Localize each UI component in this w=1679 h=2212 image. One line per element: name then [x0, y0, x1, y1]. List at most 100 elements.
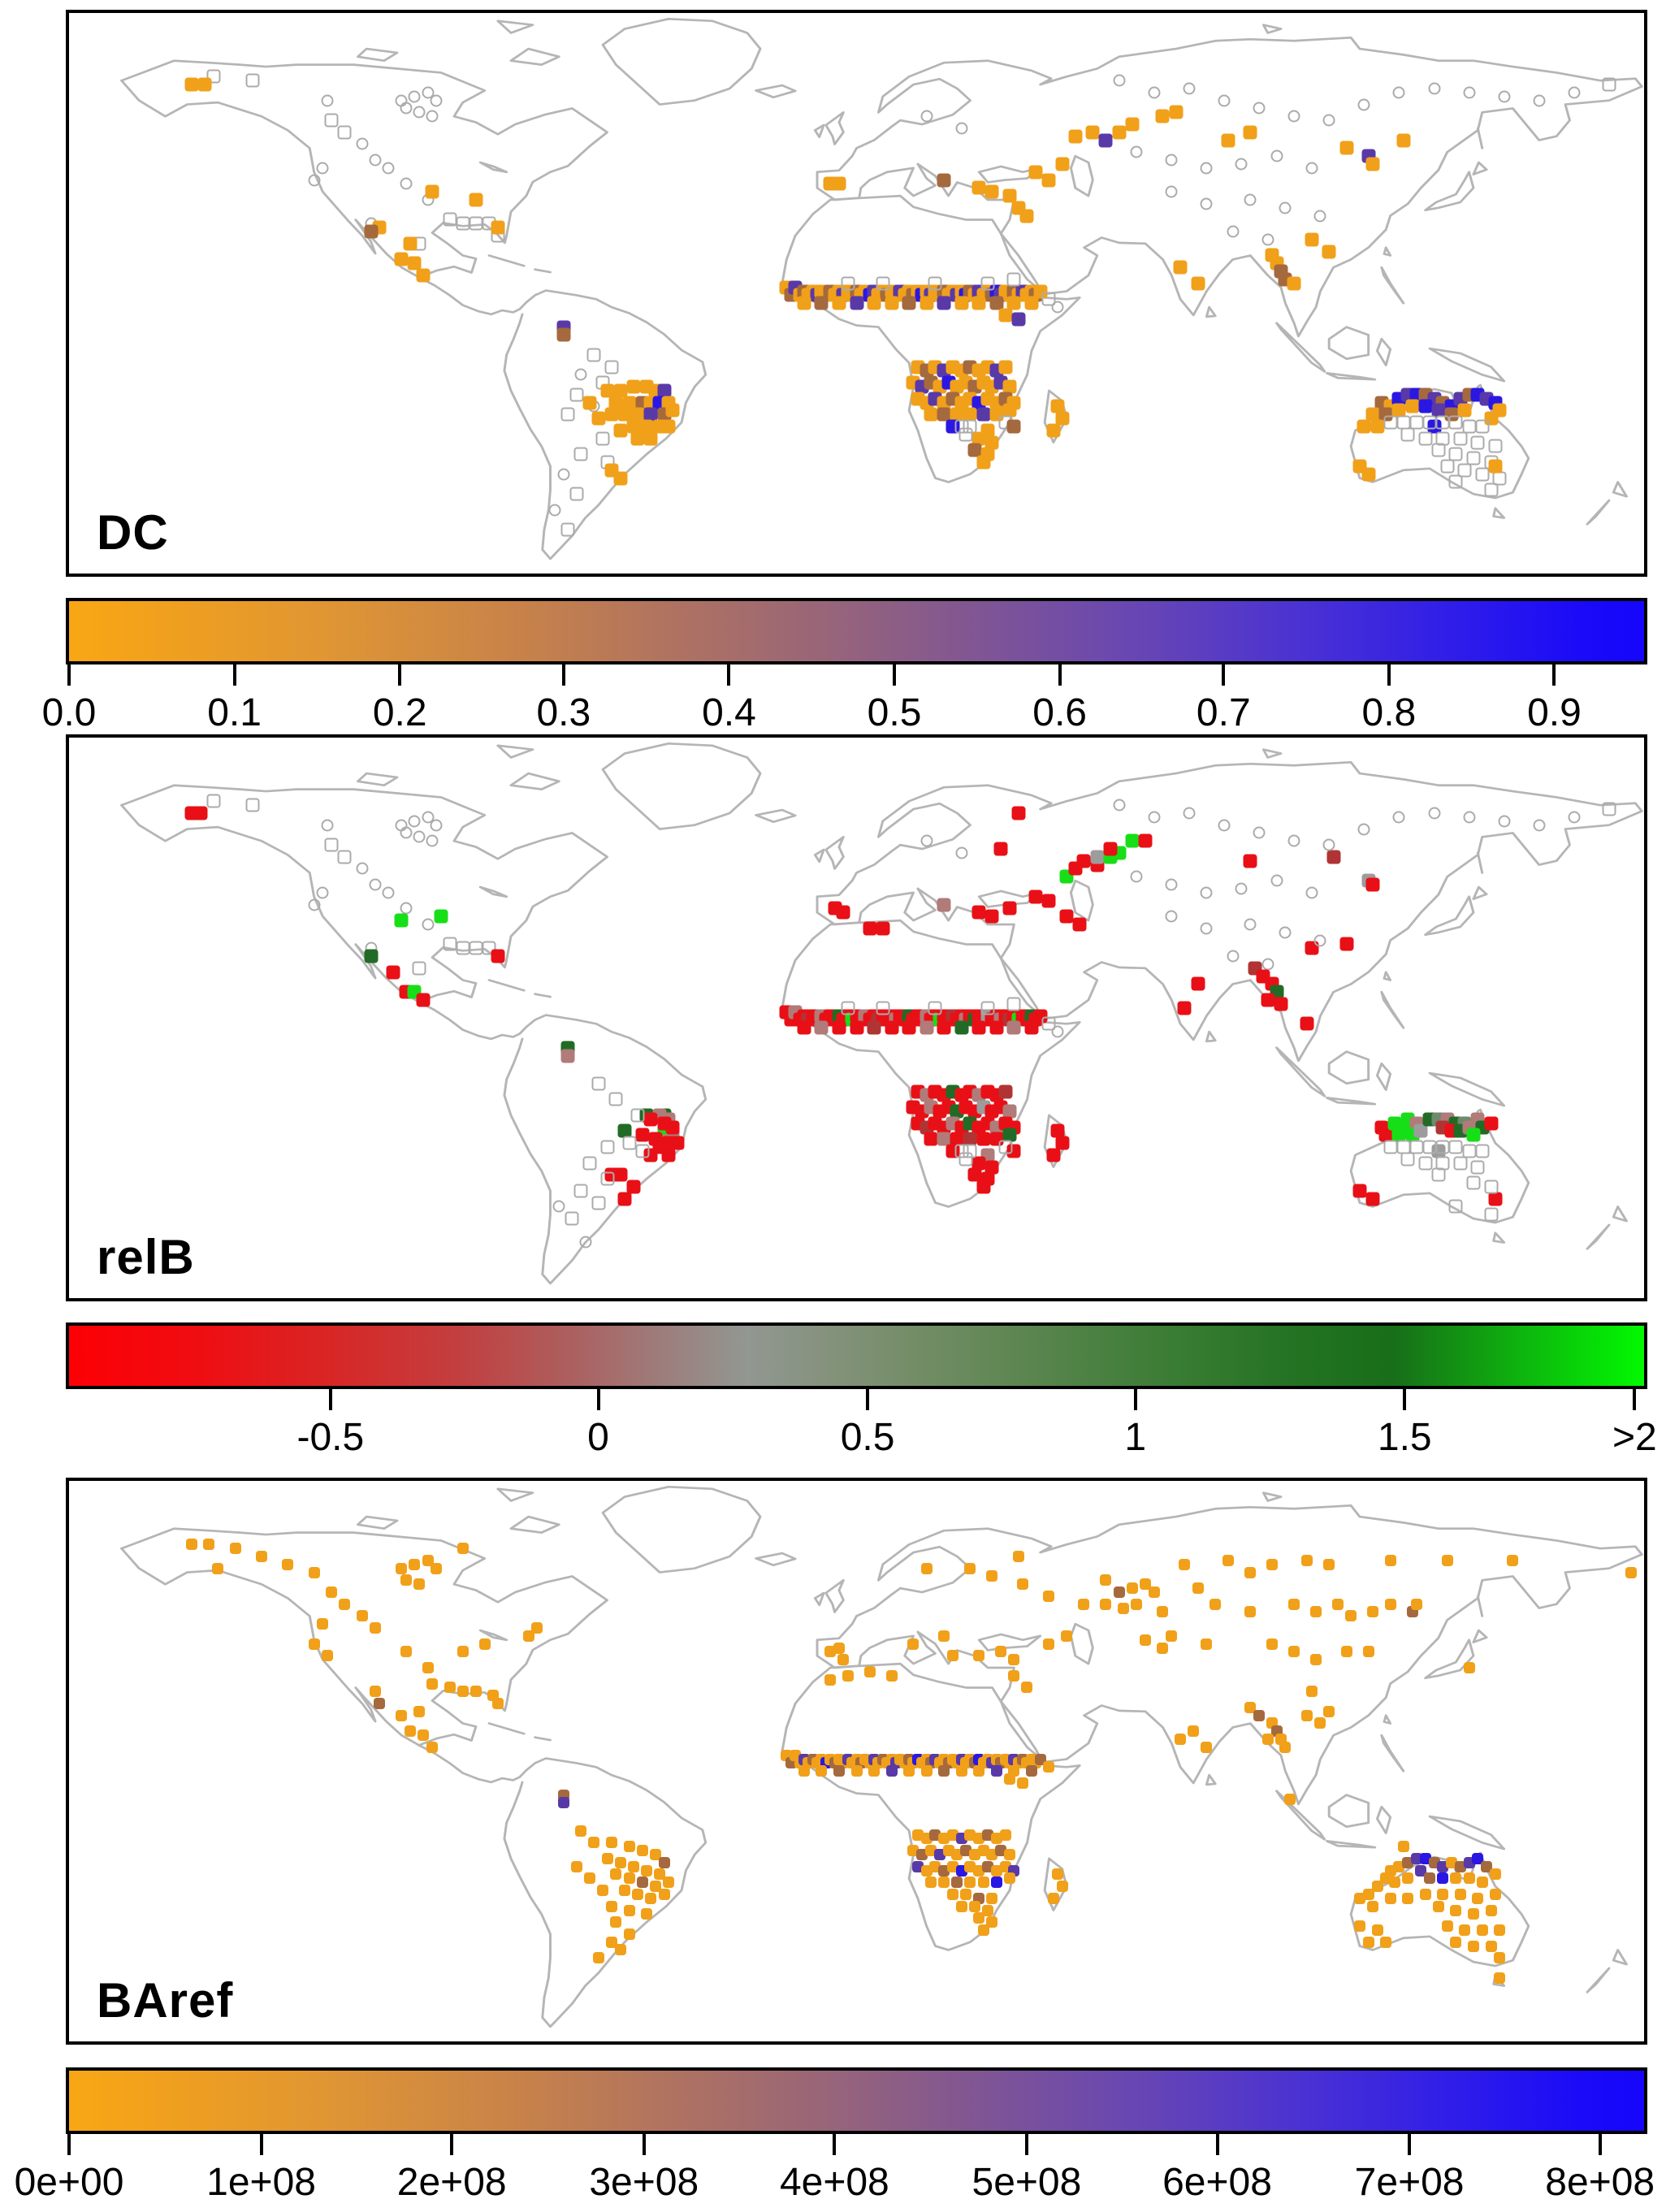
data-point — [1371, 1924, 1383, 1936]
data-point — [1462, 419, 1477, 434]
data-point — [950, 1132, 964, 1146]
data-point — [1466, 1175, 1481, 1190]
data-point — [657, 383, 672, 398]
data-point — [630, 1108, 645, 1123]
data-point — [1283, 1793, 1296, 1805]
data-point — [1568, 811, 1581, 824]
data-point — [1060, 1630, 1072, 1642]
data-point — [968, 1900, 980, 1912]
data-point — [1463, 1856, 1475, 1868]
data-point — [622, 396, 636, 410]
colorbar-tick — [1387, 661, 1391, 686]
data-point — [1402, 1856, 1414, 1868]
data-point — [1484, 1207, 1499, 1222]
data-point — [426, 1741, 439, 1753]
data-point — [959, 427, 973, 442]
data-point — [582, 396, 597, 410]
data-point — [982, 1829, 994, 1841]
data-point — [1100, 1574, 1112, 1586]
data-point — [1353, 1892, 1365, 1904]
colorbar-tick-label: 2e+08 — [396, 2161, 507, 2204]
data-point — [1008, 1654, 1020, 1666]
data-point — [412, 961, 426, 976]
data-point — [1367, 1606, 1379, 1618]
data-point — [797, 296, 811, 310]
data-point — [1428, 807, 1441, 820]
colorbar-tick — [1552, 661, 1556, 686]
data-point — [203, 1539, 215, 1551]
data-point — [1222, 1554, 1235, 1566]
data-point — [1396, 133, 1411, 148]
data-point — [1365, 877, 1380, 892]
data-point — [1384, 1598, 1396, 1610]
data-point — [833, 1765, 845, 1777]
data-point — [324, 113, 339, 128]
colorbar-tick — [833, 2131, 837, 2155]
colorbar-tick — [67, 2131, 71, 2155]
data-point — [608, 1092, 623, 1106]
data-point — [641, 1864, 653, 1877]
data-point — [973, 1833, 985, 1845]
data-point — [1261, 1734, 1274, 1746]
data-point — [321, 1650, 333, 1662]
data-point — [565, 1211, 579, 1226]
data-point — [408, 815, 421, 828]
data-point — [1041, 894, 1056, 908]
data-point — [369, 1686, 381, 1698]
data-point — [443, 212, 457, 227]
data-point — [998, 1140, 1013, 1154]
data-point — [184, 77, 199, 92]
data-point — [964, 1860, 976, 1872]
data-point — [1266, 1558, 1279, 1570]
data-point — [1126, 1582, 1138, 1595]
data-point — [582, 1156, 597, 1171]
data-point — [364, 949, 379, 963]
data-point — [1103, 842, 1118, 856]
data-point — [942, 1845, 954, 1857]
data-point — [955, 1765, 967, 1777]
data-point — [989, 1020, 1004, 1035]
data-point — [1459, 1924, 1471, 1936]
data-point — [850, 296, 863, 310]
data-point — [937, 173, 951, 188]
data-point — [1365, 407, 1380, 422]
data-point — [658, 1888, 670, 1900]
data-point — [980, 1001, 995, 1015]
data-point — [1287, 110, 1300, 123]
data-point — [1602, 77, 1616, 92]
data-point — [605, 1837, 617, 1849]
data-point — [850, 1765, 863, 1777]
data-point — [1448, 1199, 1463, 1214]
colorbar-tick-label: 7e+08 — [1354, 2161, 1465, 2204]
data-point — [1002, 188, 1017, 203]
data-point — [400, 102, 413, 115]
data-point — [584, 1872, 596, 1885]
data-point — [1008, 1669, 1020, 1682]
data-point — [630, 431, 645, 446]
data-point — [382, 886, 395, 899]
data-point — [1305, 941, 1319, 955]
data-point — [924, 407, 938, 422]
colorbar-tick-label: 3e+08 — [589, 2161, 699, 2204]
data-point — [1055, 157, 1070, 171]
data-point — [963, 419, 977, 434]
data-point — [814, 1020, 829, 1035]
data-point — [984, 1160, 999, 1175]
data-point — [573, 1184, 588, 1198]
colorbar-relb: -0.5 0 0.5 1 1.5 >2 — [66, 1322, 1657, 1459]
data-point — [374, 1698, 386, 1710]
data-point — [556, 327, 571, 342]
data-point — [422, 918, 435, 931]
data-point — [1130, 145, 1143, 158]
data-point — [405, 1725, 417, 1738]
data-point — [885, 1765, 898, 1777]
data-point — [1266, 1638, 1279, 1650]
data-points-layer-relb — [69, 738, 1644, 1298]
data-point — [998, 308, 1013, 322]
data-point — [579, 1236, 592, 1249]
colorbar-tick — [232, 661, 236, 686]
data-point — [1428, 1856, 1440, 1868]
data-point — [491, 1698, 504, 1710]
data-point — [1498, 90, 1511, 103]
data-point — [973, 1864, 985, 1877]
